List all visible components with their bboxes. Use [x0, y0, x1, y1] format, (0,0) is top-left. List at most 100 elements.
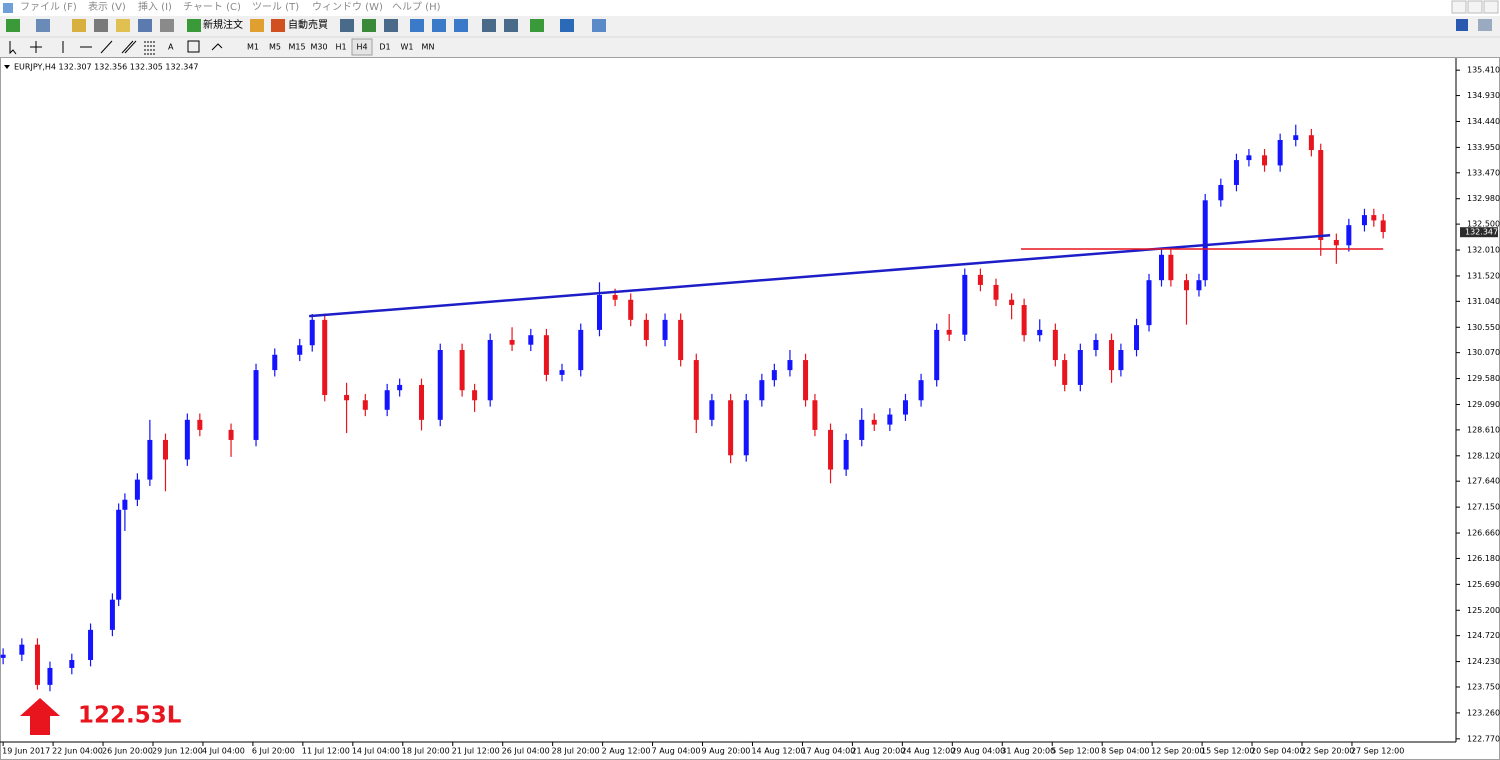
- icon[interactable]: [94, 19, 108, 32]
- icon[interactable]: [187, 19, 201, 32]
- candle-body: [162, 439, 168, 460]
- timeframe-button[interactable]: W1: [401, 43, 414, 52]
- timeframe-button[interactable]: H4: [356, 43, 367, 52]
- label-tool[interactable]: [187, 40, 200, 53]
- icon[interactable]: [138, 19, 152, 32]
- timeframe-button[interactable]: M30: [310, 43, 327, 52]
- active-timeframe: [351, 38, 373, 56]
- icon[interactable]: [432, 19, 446, 32]
- icon[interactable]: [116, 19, 130, 32]
- candle-body: [134, 479, 140, 500]
- toolbar-button[interactable]: 新規注文: [203, 18, 243, 31]
- candle-body: [1318, 150, 1324, 240]
- x-tick-label: 19 Jun 2017: [2, 747, 50, 756]
- cursor-tool[interactable]: [9, 41, 17, 55]
- timeframe-button[interactable]: H1: [335, 43, 346, 52]
- candle-body: [612, 294, 618, 300]
- y-tick-label: 127.640: [1467, 477, 1500, 486]
- icon[interactable]: [504, 19, 518, 32]
- text-tool[interactable]: A: [168, 43, 174, 52]
- timeframe-button[interactable]: M5: [269, 43, 281, 52]
- candle-body: [322, 319, 328, 395]
- icon[interactable]: [454, 19, 468, 32]
- candle-body: [693, 360, 699, 420]
- x-tick-label: 14 Aug 12:00: [751, 747, 805, 756]
- candle-body: [397, 384, 403, 391]
- menu-item[interactable]: ツール (T): [252, 2, 299, 13]
- close-button[interactable]: [1483, 0, 1499, 14]
- candle-body: [728, 400, 734, 456]
- toolbar-icons: [6, 19, 1492, 32]
- candle-body: [578, 329, 584, 371]
- symbol-dropdown[interactable]: [4, 65, 10, 69]
- y-tick-label: 134.930: [1467, 91, 1500, 100]
- icon[interactable]: [560, 19, 574, 32]
- candle-body: [437, 350, 443, 420]
- icon[interactable]: [592, 19, 606, 32]
- icon[interactable]: [340, 19, 354, 32]
- x-tick-label: 21 Aug 20:00: [851, 747, 905, 756]
- menu-item[interactable]: ファイル (F): [20, 2, 77, 13]
- fibo-tool[interactable]: [144, 41, 156, 55]
- candle-body: [859, 419, 865, 440]
- icon[interactable]: [482, 19, 496, 32]
- y-tick-label: 123.750: [1467, 682, 1500, 691]
- icon[interactable]: [271, 19, 285, 32]
- arrow-tool[interactable]: [211, 43, 223, 51]
- menu-item[interactable]: 表示 (V): [88, 0, 126, 13]
- candle-body: [1062, 360, 1068, 385]
- menu-item[interactable]: ウィンドウ (W): [312, 1, 383, 13]
- candle-body: [419, 384, 425, 420]
- icon[interactable]: [250, 19, 264, 32]
- candle-body: [184, 419, 190, 460]
- x-tick-label: 22 Sep 20:00: [1301, 747, 1354, 756]
- icon[interactable]: [6, 19, 20, 32]
- channel-tool[interactable]: [121, 40, 137, 54]
- timeframe-button[interactable]: MN: [422, 43, 435, 52]
- candle-body: [828, 429, 834, 470]
- x-tick-label: 29 Aug 04:00: [951, 747, 1005, 756]
- icon[interactable]: [160, 19, 174, 32]
- y-tick-label: 128.610: [1467, 425, 1500, 434]
- crosshair-tool[interactable]: [30, 41, 42, 53]
- candle-body: [628, 299, 634, 320]
- y-tick-label: 133.470: [1467, 168, 1500, 177]
- y-tick-label: 132.500: [1467, 220, 1500, 229]
- candle-body: [1371, 215, 1377, 221]
- y-tick-label: 131.520: [1467, 271, 1500, 280]
- x-tick-label: 27 Sep 12:00: [1351, 747, 1404, 756]
- menu-item[interactable]: チャート (C): [183, 1, 241, 13]
- x-tick-label: 22 Jun 04:00: [52, 747, 103, 756]
- search-icon[interactable]: [1456, 19, 1468, 31]
- menu-item[interactable]: ヘルプ (H): [392, 1, 441, 13]
- icon[interactable]: [384, 19, 398, 32]
- y-tick-label: 131.040: [1467, 297, 1500, 306]
- chat-icon[interactable]: [1478, 19, 1492, 31]
- icon[interactable]: [36, 19, 50, 32]
- candle-body: [662, 319, 668, 340]
- timeframe-button[interactable]: M1: [247, 43, 259, 52]
- candle-body: [709, 400, 715, 420]
- candle-body: [116, 509, 122, 600]
- candle-body: [1183, 280, 1189, 291]
- toolbar-button[interactable]: 自動売買: [288, 18, 328, 31]
- timeframe-button[interactable]: M15: [288, 43, 305, 52]
- candle-body: [1246, 155, 1252, 161]
- menu-item[interactable]: 挿入 (I): [138, 0, 172, 13]
- chart-window: [0, 57, 1500, 760]
- x-tick-label: 31 Aug 20:00: [1001, 747, 1055, 756]
- icon[interactable]: [72, 19, 86, 32]
- y-tick-label: 129.580: [1467, 374, 1500, 383]
- x-tick-label: 5 Sep 12:00: [1051, 747, 1099, 756]
- icon[interactable]: [362, 19, 376, 32]
- minimize-button[interactable]: [1451, 0, 1467, 14]
- icon[interactable]: [410, 19, 424, 32]
- candle-body: [934, 329, 940, 381]
- candle-body: [812, 400, 818, 430]
- trendline-tool[interactable]: [100, 40, 113, 54]
- y-tick-label: 130.070: [1467, 348, 1500, 357]
- candle-body: [228, 429, 234, 440]
- icon[interactable]: [530, 19, 544, 32]
- restore-button[interactable]: [1467, 0, 1483, 14]
- timeframe-button[interactable]: D1: [379, 43, 390, 52]
